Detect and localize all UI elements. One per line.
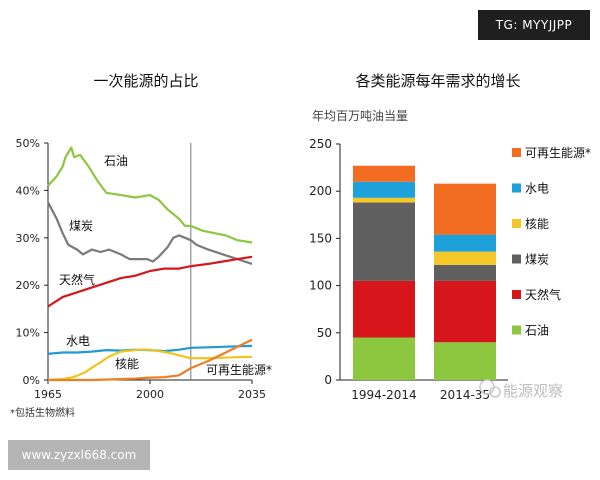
- bar-segment: [434, 280, 496, 343]
- x-tick-label: 2035: [238, 388, 266, 401]
- y-tick-label: 30%: [16, 232, 40, 245]
- bar-segment: [353, 165, 415, 182]
- bar-segment: [434, 342, 496, 380]
- bar-segment: [434, 234, 496, 252]
- legend-swatch: [512, 290, 521, 299]
- series-label: 石油: [104, 154, 128, 168]
- series-line: [47, 146, 253, 244]
- bar-segment: [434, 251, 496, 265]
- bar-segment: [353, 181, 415, 198]
- bar-segment: [353, 337, 415, 380]
- category-label: 1994-2014: [351, 388, 416, 402]
- legend-swatch: [512, 219, 521, 228]
- bar-segment: [353, 202, 415, 281]
- right-chart-ylabel: 年均百万吨油当量: [312, 109, 408, 123]
- series-label: 天然气: [59, 272, 95, 287]
- legend-label: 石油: [525, 324, 549, 338]
- y-tick-label: 0%: [23, 374, 40, 387]
- series-label: 核能: [115, 357, 139, 371]
- left-chart-title: 一次能源的占比: [93, 72, 198, 90]
- y-tick-label: 200: [309, 184, 332, 198]
- y-tick-label: 0: [324, 373, 332, 387]
- line-chart: 0% 10% 20% 30% 40% 50% 1965 2000 2035 石油煤炭天然气水电核能…: [16, 137, 272, 401]
- legend-swatch: [512, 183, 521, 193]
- watermark-logo: 能源观察: [479, 379, 563, 400]
- series-line: [47, 348, 253, 382]
- left-chart-footnote: *包括生物燃料: [10, 406, 75, 419]
- website-badge: www.zyzxl668.com: [8, 440, 150, 470]
- series-label: 可再生能源*: [206, 363, 272, 377]
- legend-swatch: [512, 254, 521, 264]
- series-label: 煤炭: [69, 219, 93, 233]
- series-label: 水电: [66, 334, 90, 348]
- legend-label: 可再生能源*: [525, 146, 591, 160]
- y-tick-label: 250: [309, 137, 332, 151]
- bar-segment: [434, 264, 496, 281]
- x-tick-label: 1965: [34, 388, 62, 401]
- y-tick-label: 150: [309, 231, 332, 245]
- series-line: [47, 255, 253, 308]
- x-tick-label: 2000: [136, 388, 164, 401]
- category-label: 2014-35: [440, 388, 490, 402]
- stacked-bar-chart: 0 50 100 150 200 250 1994-2014 2014-35 可再生能源* 水电核…: [309, 137, 591, 402]
- legend-label: 天然气: [525, 287, 561, 302]
- watermark-text: 能源观察: [503, 382, 563, 400]
- legend-swatch: [512, 148, 521, 157]
- y-tick-label: 50%: [16, 137, 40, 150]
- y-tick-label: 20%: [16, 279, 40, 292]
- bar-segment: [353, 197, 415, 203]
- right-chart-title: 各类能源每年需求的增长: [355, 72, 520, 90]
- y-tick-label: 50: [317, 326, 332, 340]
- telegram-badge: TG: MYYJJPP: [478, 10, 590, 40]
- y-tick-label: 100: [309, 279, 332, 293]
- y-tick-label: 10%: [16, 327, 40, 340]
- y-tick-label: 40%: [16, 184, 40, 197]
- legend-label: 煤炭: [525, 253, 549, 267]
- legend-swatch: [512, 325, 521, 335]
- bar-segment: [434, 183, 496, 235]
- series-line: [47, 201, 253, 265]
- legend-label: 核能: [525, 217, 549, 231]
- bar-segment: [353, 280, 415, 338]
- legend-label: 水电: [525, 182, 549, 196]
- series-line: [48, 338, 253, 382]
